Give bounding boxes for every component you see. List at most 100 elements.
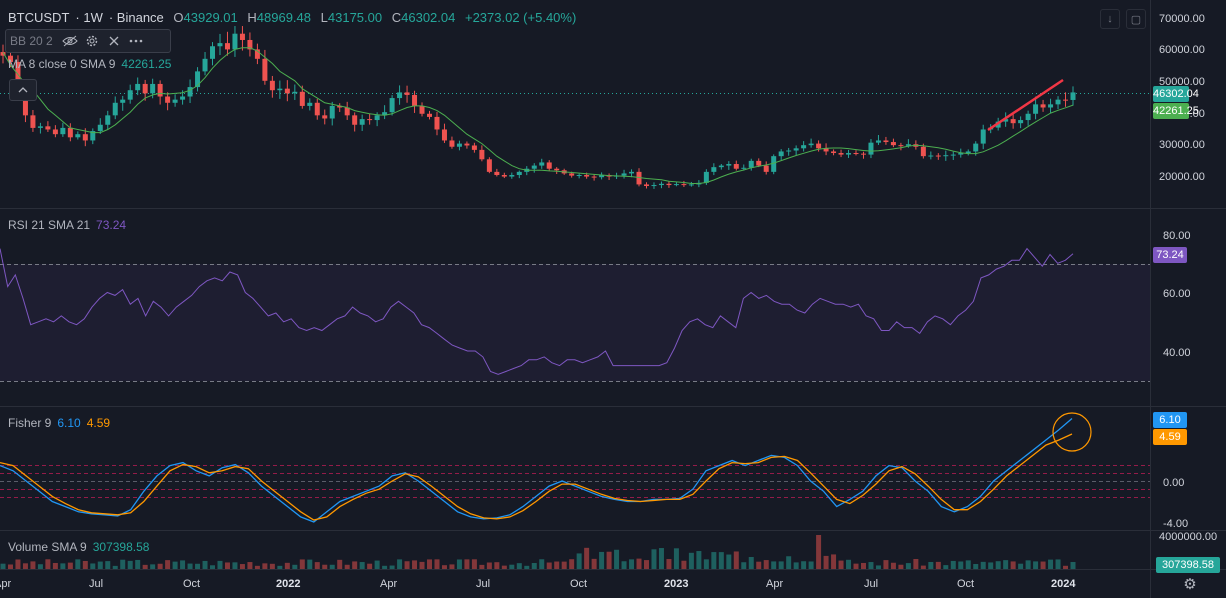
candle-body[interactable] (688, 184, 694, 186)
candle-body[interactable] (898, 145, 904, 147)
candle-body[interactable] (434, 116, 440, 130)
price-pane[interactable] (0, 0, 1150, 208)
candle-body[interactable] (599, 175, 605, 178)
candle-body[interactable] (292, 91, 298, 94)
ma-line[interactable] (2, 47, 1074, 184)
candle-body[interactable] (756, 160, 762, 166)
candle-body[interactable] (239, 33, 245, 40)
fisher-line[interactable] (0, 418, 1073, 523)
candle-body[interactable] (135, 83, 141, 91)
candle-body[interactable] (958, 153, 964, 155)
candle-body[interactable] (449, 140, 455, 147)
candle-body[interactable] (846, 153, 852, 155)
candle-body[interactable] (546, 162, 552, 169)
candles[interactable] (0, 26, 1076, 189)
fullscreen-icon[interactable]: ▢ (1126, 9, 1146, 29)
fisher-legend[interactable]: Fisher 9 6.10 4.59 (8, 416, 116, 430)
volume-label[interactable]: Volume SMA 9 (8, 540, 87, 554)
candle-body[interactable] (838, 153, 844, 155)
candle-body[interactable] (943, 155, 949, 157)
candle-body[interactable] (374, 115, 380, 121)
candle-body[interactable] (37, 126, 43, 128)
more-icon[interactable] (125, 31, 147, 51)
candle-body[interactable] (322, 115, 328, 119)
candle-body[interactable] (45, 126, 51, 130)
candle-body[interactable] (367, 119, 373, 121)
candle-body[interactable] (67, 127, 73, 138)
candle-body[interactable] (733, 164, 739, 169)
candle-body[interactable] (419, 105, 425, 114)
candle-body[interactable] (786, 150, 792, 152)
candle-body[interactable] (658, 183, 664, 186)
candle-body[interactable] (202, 58, 208, 72)
candle-body[interactable] (1033, 104, 1039, 114)
candle-body[interactable] (1010, 119, 1016, 124)
candle-body[interactable] (157, 83, 163, 97)
candle-body[interactable] (539, 162, 545, 166)
candle-body[interactable] (329, 105, 335, 119)
candle-body[interactable] (314, 102, 320, 116)
candle-body[interactable] (427, 113, 433, 117)
candle-body[interactable] (90, 131, 96, 141)
candle-body[interactable] (1070, 92, 1076, 100)
candle-body[interactable] (0, 52, 6, 56)
trend-line[interactable] (987, 78, 1064, 132)
candle-body[interactable] (823, 148, 829, 152)
candle-body[interactable] (52, 129, 58, 135)
candle-body[interactable] (1048, 104, 1054, 108)
candle-body[interactable] (142, 83, 148, 94)
candle-body[interactable] (920, 146, 926, 157)
candle-body[interactable] (307, 102, 313, 106)
candle-body[interactable] (501, 175, 507, 177)
candle-body[interactable] (621, 173, 627, 176)
rsi-line[interactable] (0, 247, 1074, 375)
symbol-legend[interactable]: BTCUSDT · 1W · Binance O43929.01 H48969.48… (8, 10, 588, 25)
candle-body[interactable] (172, 99, 178, 103)
candle-body[interactable] (60, 127, 66, 135)
close-icon[interactable] (103, 31, 125, 51)
candle-body[interactable] (479, 149, 485, 160)
candle-body[interactable] (905, 144, 911, 146)
candle-body[interactable] (636, 171, 642, 185)
candle-body[interactable] (15, 61, 21, 84)
candle-body[interactable] (180, 96, 186, 100)
candle-body[interactable] (973, 143, 979, 152)
gear-icon[interactable]: ⚙ (1183, 576, 1197, 593)
candle-body[interactable] (389, 98, 395, 113)
candle-body[interactable] (643, 184, 649, 186)
candle-body[interactable] (875, 140, 881, 143)
candle-body[interactable] (30, 115, 36, 128)
rsi-legend[interactable]: RSI 21 SMA 21 73.24 (8, 218, 132, 232)
candle-body[interactable] (254, 49, 260, 59)
bb-indicator-toolbar[interactable]: BB 20 2 (5, 29, 171, 53)
candle-body[interactable] (1040, 104, 1046, 108)
candle-body[interactable] (486, 159, 492, 172)
candle-body[interactable] (1003, 119, 1009, 122)
candle-body[interactable] (771, 156, 777, 172)
candle-body[interactable] (928, 155, 934, 157)
candle-body[interactable] (554, 168, 560, 171)
candle-body[interactable] (741, 167, 747, 169)
candle-body[interactable] (494, 171, 500, 175)
rsi-label[interactable]: RSI 21 SMA 21 (8, 218, 91, 232)
chart-top-icons[interactable]: ↓ ▢ (1100, 9, 1146, 29)
candle-body[interactable] (890, 142, 896, 146)
candle-body[interactable] (711, 167, 717, 172)
eye-crossed-icon[interactable] (59, 31, 81, 51)
candle-body[interactable] (726, 164, 732, 166)
candle-body[interactable] (950, 154, 956, 156)
candle-body[interactable] (569, 173, 575, 176)
candle-body[interactable] (1025, 113, 1031, 121)
candle-body[interactable] (247, 39, 253, 50)
candle-body[interactable] (82, 134, 88, 141)
candle-body[interactable] (793, 148, 799, 151)
candle-body[interactable] (576, 175, 582, 176)
candle-body[interactable] (651, 185, 657, 187)
candle-body[interactable] (980, 129, 986, 144)
symbol-name[interactable]: BTCUSDT (8, 10, 70, 25)
candle-body[interactable] (763, 165, 769, 172)
candle-body[interactable] (778, 151, 784, 157)
interval[interactable]: 1W (83, 10, 103, 25)
fisher-label[interactable]: Fisher 9 (8, 416, 52, 430)
